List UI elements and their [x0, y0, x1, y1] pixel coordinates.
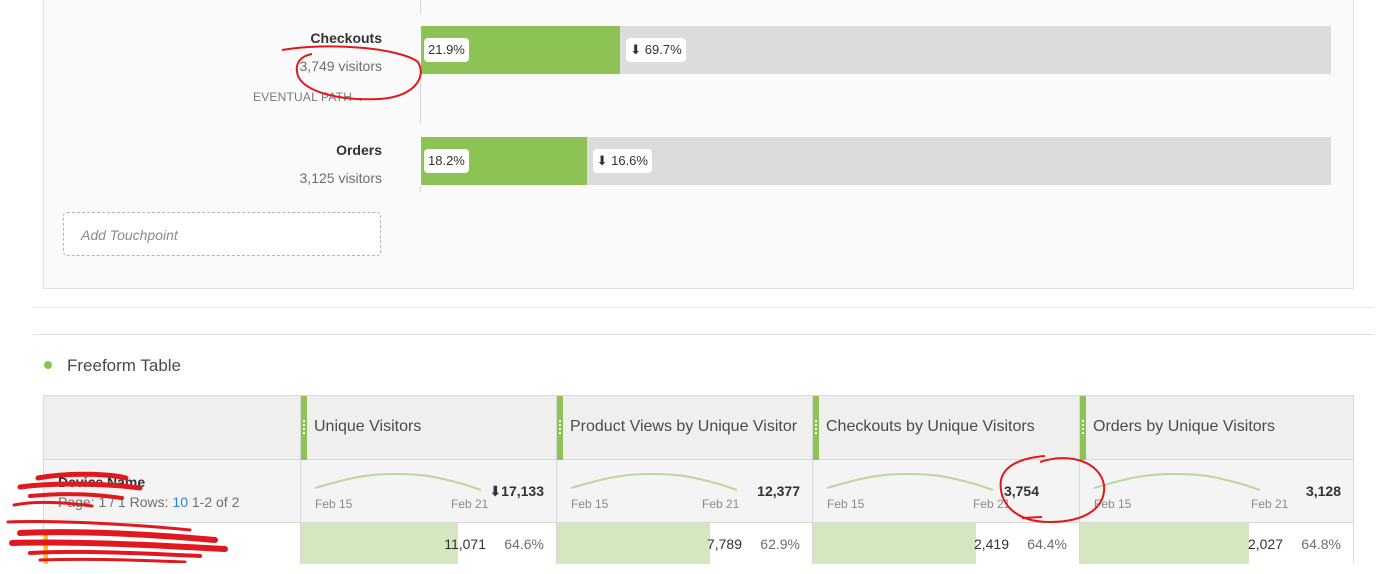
pagination-info: Page: 1 / 1 Rows: 10 1-2 of 2	[58, 494, 239, 510]
conversion-badge: 21.9%	[424, 38, 469, 62]
step-name: Checkouts	[310, 30, 382, 46]
drag-handle-icon[interactable]	[301, 396, 307, 460]
summary-cell-product-views: Feb 15 Feb 21 12,377	[556, 460, 812, 523]
sparkline-start-date: Feb 15	[827, 497, 865, 511]
cell-bar	[813, 523, 977, 564]
add-touchpoint-dropzone[interactable]: Add Touchpoint	[63, 212, 381, 256]
row-selection-marker	[44, 531, 48, 564]
cell-value: 7,789	[706, 536, 742, 552]
fallout-bar-track[interactable]: 18.2% ⬇ 16.6%	[421, 137, 1331, 185]
column-total: ⬇17,133	[489, 483, 544, 499]
table-row[interactable]: 11,071 64.6% 7,789 62.9% 2,419 64.4% 2,0…	[44, 523, 1353, 564]
cell-bar	[301, 523, 459, 564]
column-total: 3,128	[1305, 483, 1341, 499]
table-header-row: Unique Visitors Product Views by Unique …	[44, 396, 1353, 460]
sparkline	[570, 472, 738, 491]
cell-bar	[557, 523, 710, 564]
cell-value: 2,419	[973, 536, 1009, 552]
cell-value: 2,027	[1247, 536, 1283, 552]
drag-handle-icon[interactable]	[557, 396, 563, 460]
summary-cell-orders: Feb 15 Feb 21 3,128	[1079, 460, 1353, 523]
freeform-table: Unique Visitors Product Views by Unique …	[43, 395, 1354, 564]
fallout-axis-mid	[420, 74, 421, 124]
column-total: 12,377	[757, 483, 800, 499]
cell-bar	[1080, 523, 1249, 564]
table-cell[interactable]: 7,789 62.9%	[556, 523, 812, 564]
table-cell[interactable]: 11,071 64.6%	[300, 523, 556, 564]
column-title: Checkouts by Unique Visitors	[826, 418, 1035, 435]
sparkline-end-date: Feb 21	[973, 497, 1011, 511]
fallout-bar-track[interactable]: 21.9% ⬇ 69.7%	[421, 26, 1331, 74]
panel-status-dot	[44, 361, 52, 369]
table-cell[interactable]: 2,027 64.8%	[1079, 523, 1353, 564]
column-header-product-views[interactable]: Product Views by Unique Visitor	[556, 396, 812, 460]
summary-cell-unique-visitors: Feb 15 Feb 21 ⬇17,133	[300, 460, 556, 523]
dropoff-badge: ⬇ 69.7%	[626, 38, 686, 62]
panel-divider	[33, 307, 1374, 308]
sparkline-end-date: Feb 21	[451, 497, 489, 511]
eventual-path-toggle[interactable]: EVENTUAL PATH ⌄	[253, 90, 365, 104]
column-header-unique-visitors[interactable]: Unique Visitors	[300, 396, 556, 460]
row-range: 1-2 of 2	[191, 494, 240, 510]
cell-percent: 64.6%	[504, 536, 544, 552]
rows-per-page-link[interactable]: 10	[172, 494, 188, 510]
step-name: Orders	[336, 142, 382, 158]
table-cell[interactable]: 2,419 64.4%	[812, 523, 1079, 564]
column-header-checkouts[interactable]: Checkouts by Unique Visitors	[812, 396, 1079, 460]
step-visitors: 3,749 visitors	[299, 58, 382, 74]
panel-title[interactable]: Freeform Table	[67, 356, 182, 375]
column-title: Product Views by Unique Visitor	[570, 418, 798, 435]
cell-percent: 62.9%	[760, 536, 800, 552]
sparkline	[826, 472, 994, 491]
fallout-axis-top	[420, 0, 421, 14]
dropoff-badge: ⬇ 16.6%	[592, 149, 652, 173]
drag-handle-icon[interactable]	[1080, 396, 1086, 460]
column-header-orders[interactable]: Orders by Unique Visitors	[1079, 396, 1353, 460]
fallout-axis-bottom	[420, 186, 421, 192]
table-summary-row: Device Name Page: 1 / 1 Rows: 10 1-2 of …	[44, 460, 1353, 523]
sparkline-end-date: Feb 21	[702, 497, 740, 511]
column-title: Orders by Unique Visitors	[1093, 418, 1275, 435]
sparkline-start-date: Feb 15	[571, 497, 609, 511]
sparkline-start-date: Feb 15	[1094, 497, 1132, 511]
sparkline-start-date: Feb 15	[315, 497, 353, 511]
sparkline	[1093, 472, 1261, 491]
cell-percent: 64.8%	[1301, 536, 1341, 552]
column-title: Unique Visitors	[314, 418, 422, 435]
dimension-name[interactable]: Device Name	[58, 474, 146, 490]
cell-value: 11,071	[444, 536, 486, 552]
eventual-path-label: EVENTUAL PATH	[253, 90, 353, 104]
drag-handle-icon[interactable]	[813, 396, 819, 460]
summary-cell-checkouts: Feb 15 Feb 21 3,754	[812, 460, 1079, 523]
column-total: 3,754	[1003, 483, 1039, 499]
step-visitors: 3,125 visitors	[299, 170, 382, 186]
chevron-down-icon: ⌄	[356, 93, 365, 104]
page-label: Page: 1 / 1 Rows:	[58, 494, 169, 510]
sparkline	[314, 472, 482, 491]
conversion-badge: 18.2%	[424, 149, 469, 173]
sparkline-end-date: Feb 21	[1251, 497, 1289, 511]
cell-percent: 64.4%	[1027, 536, 1067, 552]
